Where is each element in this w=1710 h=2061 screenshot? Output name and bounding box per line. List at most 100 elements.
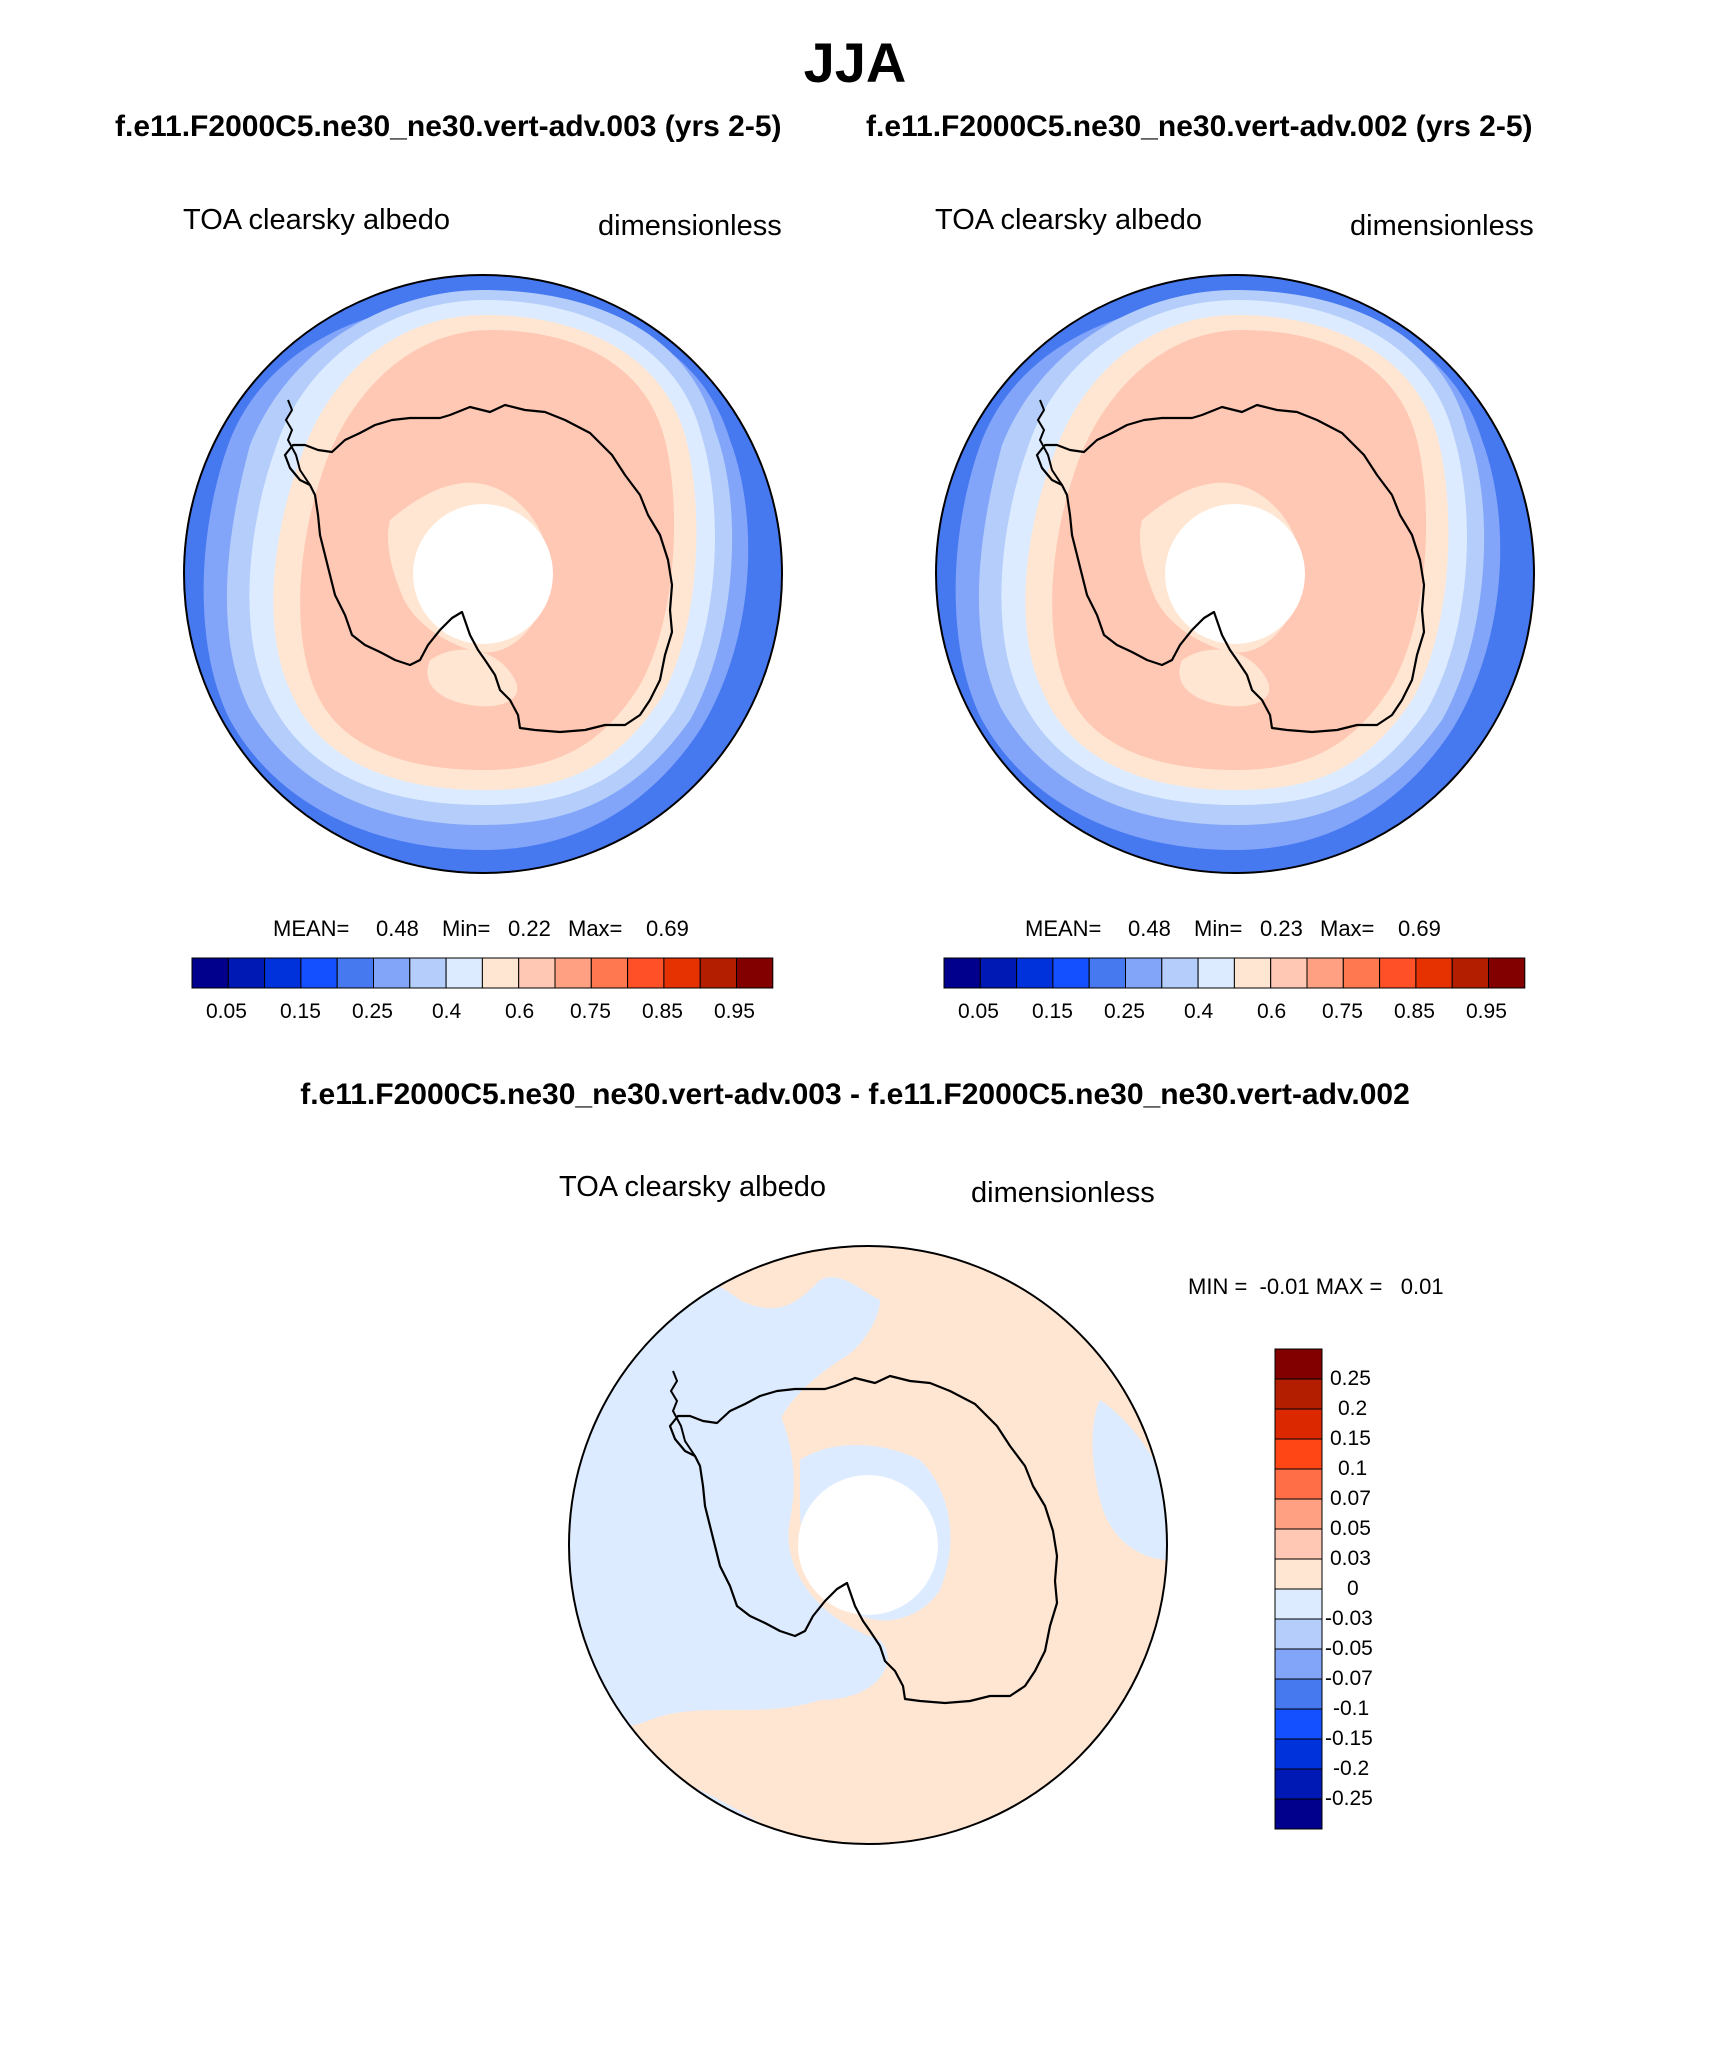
coastline <box>283 403 674 734</box>
colorbar-cell <box>336 957 375 989</box>
peninsula <box>284 399 311 486</box>
difference-colorbar <box>1274 1348 1323 1830</box>
colorbar-cell <box>1274 1768 1323 1800</box>
colorbar-cell <box>1274 1708 1323 1740</box>
polar-hole <box>413 504 553 644</box>
colorbar-cell <box>1306 957 1344 989</box>
right-tick-label: 0.95 <box>1466 1000 1507 1023</box>
colorbar-cell <box>736 957 774 989</box>
ross-shelf-patch <box>427 649 518 707</box>
colorbar-cell <box>590 957 629 989</box>
colorbar-cell <box>1274 1408 1323 1440</box>
diff-tick-label: -0.07 <box>1325 1667 1373 1690</box>
peninsula <box>669 1370 696 1457</box>
coastline <box>668 1374 1059 1705</box>
diff-min-max-label: MIN = -0.01 MAX = 0.01 <box>1188 1274 1444 1299</box>
map-border <box>935 274 1535 874</box>
left-max-value: 0.69 <box>646 916 689 941</box>
left-min-value: 0.22 <box>508 916 551 941</box>
diff-tick-label: -0.15 <box>1325 1727 1373 1750</box>
diff-tick-label: 0.03 <box>1330 1547 1371 1570</box>
colorbar-cell <box>1161 957 1199 989</box>
colorbar-cell <box>554 957 592 989</box>
diff-variable-label: TOA clearsky albedo <box>559 1171 827 1203</box>
colorbar-cell <box>1274 1378 1323 1410</box>
left-tick-label: 0.4 <box>432 1000 462 1023</box>
right-min-value: 0.23 <box>1260 916 1303 941</box>
left-max-label: Max= <box>568 916 623 941</box>
right-mean-value: 0.48 <box>1128 916 1171 941</box>
colorbar-cell <box>1274 1528 1323 1560</box>
map-border <box>183 274 783 874</box>
diff-tick-label: 0.25 <box>1330 1367 1371 1390</box>
left-tick-label: 0.75 <box>570 1000 611 1023</box>
diff-tick-label: 0.1 <box>1338 1457 1368 1480</box>
map-border <box>568 1245 1168 1845</box>
colorbar-cell <box>1270 957 1308 989</box>
colorbar-cell <box>1274 1588 1323 1620</box>
right-tick-label: 0.75 <box>1322 1000 1363 1023</box>
difference-polar-map <box>568 1245 1168 1845</box>
left-tick-label: 0.85 <box>642 1000 683 1023</box>
colorbar-cell <box>227 957 266 989</box>
diff-tick-label: 0.2 <box>1338 1397 1368 1420</box>
right-max-value: 0.69 <box>1398 916 1441 941</box>
colorbar-cell <box>191 957 229 989</box>
coastline <box>1035 403 1426 734</box>
colorbar-cell <box>1274 1438 1323 1470</box>
ross-shelf-patch <box>1179 649 1270 707</box>
diff-units-label: dimensionless <box>971 1177 1155 1209</box>
diff-tick-label: 0.07 <box>1330 1487 1371 1510</box>
colorbar-cell <box>1274 1798 1323 1830</box>
colorbar-cell <box>627 957 665 989</box>
right-tick-label: 0.25 <box>1104 1000 1145 1023</box>
colorbar-cell <box>1197 957 1235 989</box>
diff-tick-label: -0.25 <box>1325 1787 1373 1810</box>
diff-tick-label: -0.05 <box>1325 1637 1373 1660</box>
polar-hole <box>1165 504 1305 644</box>
season-title: JJA <box>803 31 907 94</box>
colorbar-cell <box>445 957 483 989</box>
diff-negative-region-east <box>1092 1400 1167 1560</box>
colorbar-cell <box>1342 957 1381 989</box>
colorbar-cell <box>699 957 738 989</box>
left-tick-label: 0.15 <box>280 1000 321 1023</box>
right-units-label: dimensionless <box>1350 210 1534 242</box>
diff-tick-label: 0.05 <box>1330 1517 1371 1540</box>
left-polar-map <box>183 274 783 874</box>
colorbar-cell <box>1274 1738 1323 1770</box>
diff-tick-label: 0.15 <box>1330 1427 1371 1450</box>
colorbar-cell <box>979 957 1018 989</box>
right-tick-label: 0.4 <box>1184 1000 1214 1023</box>
right-mean-label: MEAN= <box>1025 916 1102 941</box>
right-max-label: Max= <box>1320 916 1375 941</box>
colorbar-cell <box>1274 1348 1323 1380</box>
colorbar-cell <box>481 957 520 989</box>
colorbar-cell <box>1274 1618 1323 1650</box>
colorbar-cell <box>1415 957 1453 989</box>
colorbar-cell <box>1125 957 1163 989</box>
colorbar-cell <box>1088 957 1126 989</box>
right-tick-label: 0.05 <box>958 1000 999 1023</box>
left-variable-label: TOA clearsky albedo <box>183 204 451 236</box>
right-tick-label: 0.15 <box>1032 1000 1073 1023</box>
diff-tick-label: 0 <box>1347 1577 1359 1600</box>
colorbar-cell <box>1274 1468 1323 1500</box>
left-mean-label: MEAN= <box>273 916 350 941</box>
right-variable-label: TOA clearsky albedo <box>935 204 1203 236</box>
right-polar-map <box>935 274 1535 874</box>
colorbar-cell <box>264 957 302 989</box>
left-tick-label: 0.6 <box>505 1000 535 1023</box>
colorbar-cell <box>1488 957 1526 989</box>
left-case-title: f.e11.F2000C5.ne30_ne30.vert-adv.003 (yr… <box>115 110 782 143</box>
left-units-label: dimensionless <box>598 210 782 242</box>
left-colorbar <box>191 957 774 989</box>
colorbar-cell <box>1274 1648 1323 1680</box>
colorbar-cell <box>1233 957 1272 989</box>
difference-title: f.e11.F2000C5.ne30_ne30.vert-adv.003 - f… <box>300 1078 1410 1111</box>
colorbar-cell <box>1016 957 1054 989</box>
colorbar-cell <box>300 957 338 989</box>
left-mean-value: 0.48 <box>376 916 419 941</box>
diff-tick-label: -0.1 <box>1333 1697 1370 1720</box>
